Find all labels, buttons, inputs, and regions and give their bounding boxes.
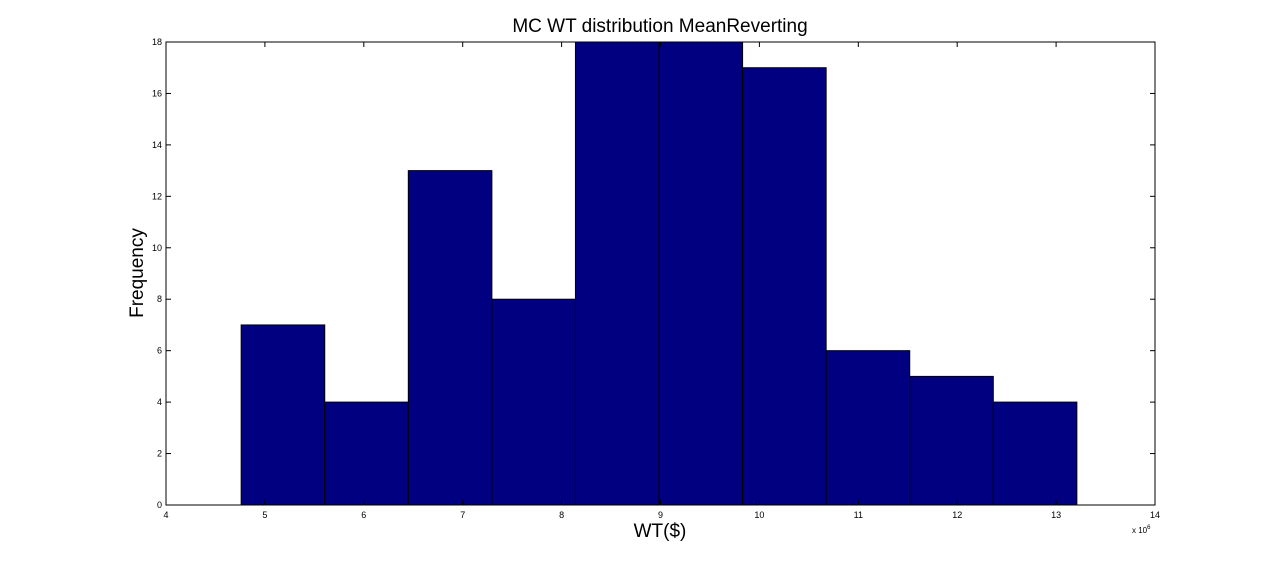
y-tick-label: 18 <box>152 37 162 47</box>
x-tick-label: 6 <box>361 510 366 520</box>
x-tick-label: 12 <box>952 510 962 520</box>
x-tick-label: 11 <box>854 510 863 520</box>
x-axis-exponent-power: 6 <box>1147 525 1151 531</box>
x-axis-exponent-base: x 10 <box>1132 526 1148 535</box>
y-tick-label: 6 <box>157 346 162 356</box>
histogram-bar <box>909 375 994 506</box>
y-tick-label: 10 <box>152 243 162 253</box>
x-tick-label: 8 <box>559 510 564 520</box>
x-tick-label: 7 <box>460 510 465 520</box>
histogram-bar <box>658 41 744 506</box>
y-tick-label: 12 <box>152 191 162 201</box>
histogram-bar <box>240 324 326 506</box>
chart-title: MC WT distribution MeanReverting <box>512 16 807 37</box>
y-tick-label: 4 <box>157 397 162 407</box>
histogram-bar <box>491 298 576 506</box>
x-tick-label: 9 <box>658 510 663 520</box>
x-tick-label: 10 <box>754 510 764 520</box>
y-tick-label: 0 <box>157 500 162 510</box>
x-tick-label: 4 <box>163 510 168 520</box>
histogram-bar <box>742 67 827 506</box>
histogram-bar <box>407 170 493 506</box>
y-tick-label: 16 <box>152 88 162 98</box>
y-tick-label: 14 <box>152 140 162 150</box>
histogram-bar <box>992 401 1078 506</box>
y-tick-label: 8 <box>157 294 162 304</box>
x-axis-exponent: x 106 <box>1132 525 1151 535</box>
histogram-bar <box>574 41 660 506</box>
y-tick-label: 2 <box>157 449 162 459</box>
x-tick-label: 14 <box>1150 510 1160 520</box>
x-axis-label: WT($) <box>634 521 687 542</box>
histogram-bar <box>825 350 911 506</box>
y-axis-label: Frequency <box>127 228 148 318</box>
x-tick-label: 13 <box>1051 510 1061 520</box>
histogram-bar <box>324 401 409 506</box>
x-tick-label: 5 <box>262 510 267 520</box>
